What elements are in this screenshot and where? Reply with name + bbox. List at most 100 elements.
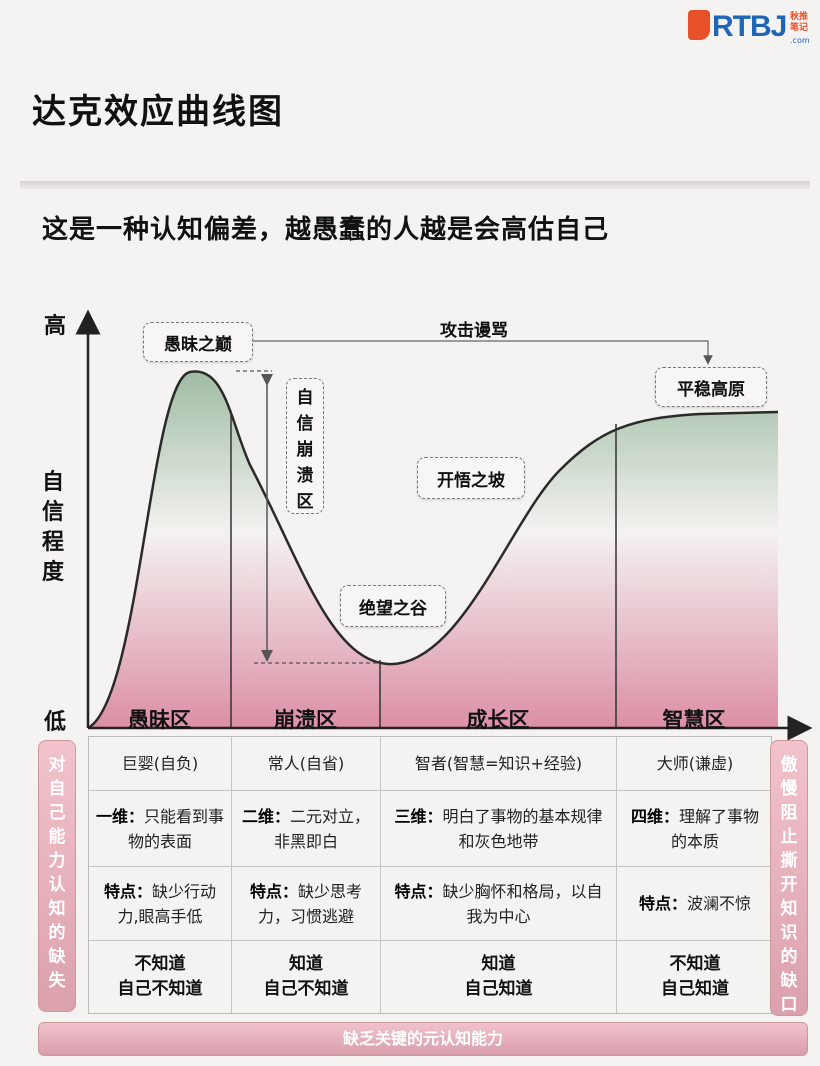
- cell-key: 特点：: [394, 881, 443, 901]
- cell-line: 自己知道: [661, 979, 729, 999]
- cell-text: 波澜不惊: [687, 894, 752, 913]
- peak-label: 愚昧之巅: [143, 322, 253, 362]
- attack-connector: [253, 340, 713, 365]
- table-cell: 大师(谦虚): [617, 737, 773, 791]
- table-cell: 不知道 自己不知道: [89, 941, 232, 1013]
- dunning-kruger-curve: [87, 370, 779, 730]
- side-text-char: 知: [48, 899, 66, 919]
- cell-text: 明白了事物的基本规律和灰色地带: [442, 806, 603, 851]
- y-axis-low-label: 低: [44, 710, 67, 735]
- table-cell: 智者(智慧=知识+经验): [381, 737, 617, 791]
- side-text-char: 自: [48, 779, 66, 799]
- y-axis-title: 自 信 程 度: [38, 468, 68, 588]
- cell-key: 四维：: [630, 806, 679, 826]
- side-text-char: 缺: [48, 947, 66, 967]
- cell-key: 特点：: [638, 894, 687, 913]
- cell-key: 特点：: [103, 881, 152, 901]
- zone-wisdom: 智慧区: [662, 708, 726, 732]
- table-cell: 不知道 自己知道: [617, 941, 773, 1013]
- side-text-char: 能: [48, 827, 66, 847]
- cell-key: 三维：: [394, 806, 443, 826]
- table-cell: 一维：只能看到事物的表面: [89, 791, 232, 867]
- side-text-char: 己: [48, 803, 66, 823]
- title-divider: [20, 181, 810, 189]
- collapse-zone-label: 自 信 崩 溃 区: [286, 378, 324, 514]
- curve-fill: [88, 371, 778, 728]
- right-side-text: 傲慢阻止撕开知识的缺口: [771, 753, 807, 1017]
- page-title: 达克效应曲线图: [32, 92, 284, 132]
- cell-text: 缺少行动力,眼高手低: [117, 881, 217, 926]
- side-text-char: 傲: [780, 755, 798, 775]
- side-text-char: 的: [780, 947, 798, 967]
- table-cell: 特点：缺少行动力,眼高手低: [89, 867, 232, 941]
- footer-banner: 缺乏关键的元认知能力: [38, 1022, 808, 1056]
- table-cell: 知道 自己知道: [381, 941, 617, 1013]
- cell-key: 二维：: [241, 806, 290, 826]
- table-cell: 特点：波澜不惊: [617, 867, 773, 941]
- side-text-char: 失: [48, 971, 66, 991]
- side-text-char: 口: [780, 995, 798, 1015]
- cell-line: 自己不知道: [263, 979, 349, 999]
- zone-ignorance: 愚昧区: [128, 708, 191, 732]
- table-cell: 二维：二元对立，非黑即白: [232, 791, 381, 867]
- left-side-label: 对自己能力认知的缺失: [38, 740, 76, 1012]
- side-text-char: 知: [780, 899, 798, 919]
- logo-side-line-1: 秋推: [790, 12, 809, 22]
- right-side-label: 傲慢阻止撕开知识的缺口: [770, 740, 808, 1016]
- table-cell: 特点：缺少思考力，习惯逃避: [232, 867, 381, 941]
- cell-key: 一维：: [95, 806, 144, 826]
- y-axis-title-char: 信: [41, 500, 64, 525]
- cell-text: 理解了事物的本质: [670, 806, 760, 851]
- brand-logo: RTBJ 秋推 笔记 .com: [688, 6, 816, 46]
- logo-mascot-icon: [688, 10, 710, 40]
- y-axis-title-char: 度: [41, 560, 64, 585]
- cell-line: 自己不知道: [117, 979, 203, 999]
- page-subtitle: 这是一种认知偏差，越愚蠢的人越是会高估自己: [42, 215, 610, 245]
- plateau-label: 平稳高原: [655, 367, 767, 407]
- cell-text: 缺少胸怀和格局，以自我为中心: [442, 881, 603, 926]
- table-cell: 特点：缺少胸怀和格局，以自我为中心: [381, 867, 617, 941]
- y-axis-title-char: 程: [41, 530, 64, 555]
- left-side-text: 对自己能力认知的缺失: [39, 753, 75, 993]
- side-text-char: 撕: [780, 851, 798, 871]
- zone-collapse: 崩溃区: [274, 708, 337, 732]
- cell-line: 自己知道: [464, 979, 533, 999]
- side-text-char: 缺: [780, 971, 798, 991]
- y-axis-title-char: 自: [41, 470, 64, 495]
- cell-text: 只能看到事物的表面: [127, 806, 225, 851]
- side-text-char: 识: [780, 923, 798, 943]
- side-text-char: 慢: [780, 779, 798, 799]
- cell-line: 知道: [289, 954, 323, 974]
- side-text-char: 对: [48, 755, 66, 775]
- table-cell: 知道 自己不知道: [232, 941, 381, 1013]
- logo-domain: .com: [790, 36, 810, 45]
- side-text-char: 止: [780, 827, 798, 847]
- collapse-label-char: 崩: [296, 440, 314, 460]
- side-text-char: 认: [48, 875, 66, 895]
- cell-line: 不知道: [669, 954, 721, 974]
- side-text-char: 的: [48, 923, 66, 943]
- collapse-label-char: 自: [296, 388, 314, 408]
- cell-key: 特点：: [249, 881, 298, 901]
- side-text-char: 开: [780, 875, 798, 895]
- logo-brand-text: RTBJ: [712, 10, 787, 43]
- side-text-char: 力: [48, 851, 66, 871]
- table-cell: 巨婴(自负): [89, 737, 232, 791]
- logo-side-line-2: 笔记: [790, 23, 809, 33]
- slope-label: 开悟之坡: [417, 457, 525, 499]
- cell-text: 缺少思考力，习惯逃避: [257, 881, 363, 926]
- collapse-label-char: 区: [296, 492, 314, 512]
- collapse-label-char: 溃: [296, 466, 314, 486]
- table-cell: 四维：理解了事物的本质: [617, 791, 773, 867]
- logo-side-text: 秋推 笔记: [790, 12, 808, 34]
- comparison-table: 巨婴(自负) 常人(自省) 智者(智慧=知识+经验) 大师(谦虚) 一维：只能看…: [88, 736, 773, 1014]
- cell-line: 不知道: [134, 954, 186, 974]
- cell-line: 知道: [481, 954, 516, 974]
- y-axis-high-label: 高: [44, 314, 67, 339]
- zone-growth: 成长区: [466, 708, 530, 732]
- collapse-label-char: 信: [296, 414, 314, 434]
- attack-label: 攻击谩骂: [440, 321, 508, 341]
- table-cell: 常人(自省): [232, 737, 381, 791]
- table-cell: 三维：明白了事物的基本规律和灰色地带: [381, 791, 617, 867]
- cell-text: 二元对立，非黑即白: [273, 806, 371, 851]
